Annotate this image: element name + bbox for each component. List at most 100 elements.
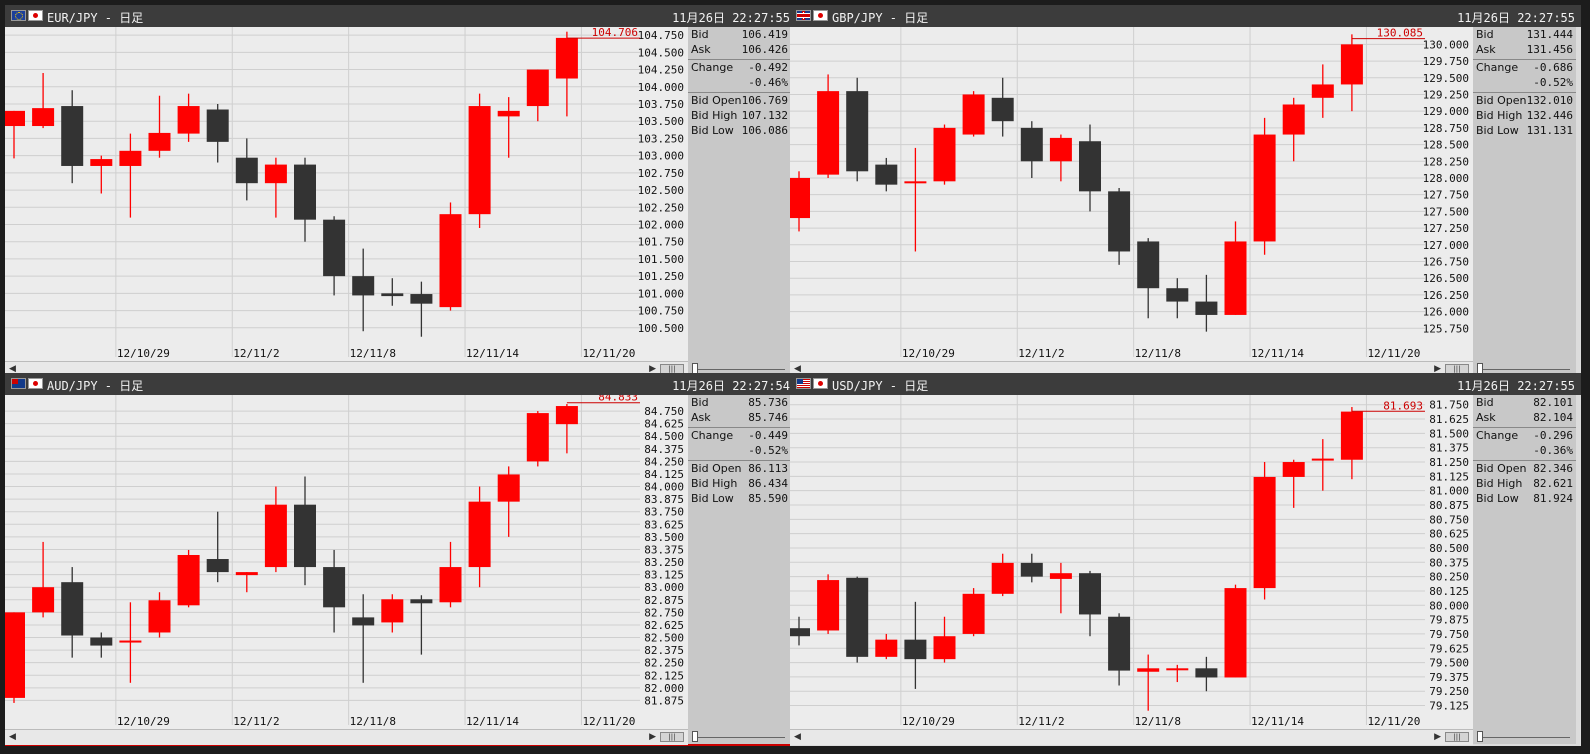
candle[interactable] [119, 602, 142, 683]
horizontal-scrollbar[interactable]: ◀ ▶ ||| [790, 729, 1473, 745]
scroll-right-arrow-icon[interactable]: ▶ [649, 364, 656, 374]
candle[interactable] [323, 549, 346, 633]
candlestick-chart[interactable]: 130.000 129.750 129.500 129.250 129.000 128.7… [790, 27, 1473, 361]
candle[interactable] [61, 567, 84, 658]
candle[interactable] [1340, 407, 1363, 480]
candle[interactable] [148, 95, 171, 158]
scroll-left-arrow-icon[interactable]: ◀ [9, 732, 16, 742]
candle[interactable] [206, 103, 229, 163]
chart-panel-aud[interactable]: AUD/JPY - 日足 11月26日 22:27:54 84.750 84.62… [5, 373, 796, 746]
candle[interactable] [5, 612, 25, 703]
candle[interactable] [1079, 124, 1101, 212]
scroll-right-arrow-icon[interactable]: ▶ [649, 732, 656, 742]
candle[interactable] [1108, 613, 1131, 686]
candle[interactable] [526, 69, 549, 122]
zoom-slider-handle[interactable] [1477, 731, 1483, 742]
panel-titlebar[interactable]: AUD/JPY - 日足 11月26日 22:27:54 [5, 373, 796, 395]
candle[interactable] [1253, 117, 1276, 255]
candle[interactable] [526, 411, 549, 467]
panel-titlebar[interactable]: GBP/JPY - 日足 11月26日 22:27:55 [790, 5, 1581, 27]
candle[interactable] [1311, 439, 1334, 491]
candle[interactable] [32, 73, 55, 129]
scroll-right-arrow-icon[interactable]: ▶ [1434, 732, 1441, 742]
candle[interactable] [1166, 278, 1189, 319]
zoom-control[interactable] [688, 729, 791, 744]
candle[interactable] [206, 511, 229, 583]
candle[interactable] [119, 133, 142, 218]
candle[interactable] [352, 594, 375, 683]
candle[interactable] [555, 404, 578, 454]
candle[interactable] [32, 541, 55, 618]
horizontal-scrollbar[interactable]: ◀ ▶ ||| [5, 729, 688, 745]
chart-panel-eur[interactable]: EUR/JPY - 日足 11月26日 22:27:55 104.750 104.… [5, 5, 796, 378]
candle[interactable] [933, 616, 956, 663]
candle[interactable] [468, 486, 491, 588]
candle[interactable] [381, 594, 404, 633]
zoom-control[interactable] [1473, 361, 1576, 376]
candle[interactable] [1108, 188, 1131, 265]
candle[interactable] [1224, 584, 1247, 678]
scroll-left-arrow-icon[interactable]: ◀ [794, 732, 801, 742]
zoom-control[interactable] [1473, 729, 1576, 744]
candle[interactable] [323, 216, 346, 296]
panel-titlebar[interactable]: EUR/JPY - 日足 11月26日 22:27:55 [5, 5, 796, 27]
chart-panel-gbp[interactable]: GBP/JPY - 日足 11月26日 22:27:55 130.000 129.… [790, 5, 1581, 378]
candle[interactable] [790, 171, 810, 232]
candle[interactable] [962, 588, 985, 637]
candle[interactable] [235, 572, 258, 593]
candle[interactable] [264, 486, 287, 573]
zoom-slider-handle[interactable] [692, 731, 698, 742]
candle[interactable] [875, 157, 898, 192]
candle[interactable] [148, 592, 171, 638]
candle[interactable] [294, 476, 316, 586]
candle[interactable] [875, 633, 898, 660]
candle[interactable] [1282, 459, 1305, 508]
candle[interactable] [439, 202, 462, 311]
candle[interactable] [1049, 562, 1072, 614]
candle[interactable] [177, 93, 200, 142]
candle[interactable] [264, 157, 287, 218]
candle[interactable] [991, 77, 1014, 137]
candle[interactable] [1253, 462, 1276, 600]
candle[interactable] [1195, 656, 1218, 692]
scroll-left-arrow-icon[interactable]: ◀ [794, 364, 801, 374]
candle[interactable] [817, 574, 840, 634]
candle[interactable] [846, 576, 869, 663]
candle[interactable] [555, 31, 578, 117]
candle[interactable] [933, 124, 956, 185]
scroll-thumb[interactable]: ||| [660, 732, 684, 742]
candle[interactable] [294, 157, 316, 242]
candle[interactable] [1049, 134, 1072, 182]
candle[interactable] [439, 541, 462, 608]
candle[interactable] [991, 553, 1014, 597]
panel-titlebar[interactable]: USD/JPY - 日足 11月26日 22:27:55 [790, 373, 1581, 395]
candle[interactable] [497, 466, 520, 537]
candle[interactable] [235, 138, 258, 201]
candle[interactable] [1079, 570, 1101, 637]
candle[interactable] [817, 74, 840, 178]
scroll-right-arrow-icon[interactable]: ▶ [1434, 364, 1441, 374]
candle[interactable] [846, 77, 869, 182]
chart-panel-usd[interactable]: USD/JPY - 日足 11月26日 22:27:55 81.750 81.62… [790, 373, 1581, 746]
candle[interactable] [1340, 34, 1363, 112]
zoom-control[interactable] [688, 361, 791, 376]
candle[interactable] [5, 110, 25, 159]
candle[interactable] [90, 155, 113, 194]
candle[interactable] [1137, 654, 1160, 711]
candle[interactable] [790, 616, 810, 646]
candle[interactable] [1020, 121, 1043, 178]
candle[interactable] [904, 147, 927, 252]
candlestick-chart[interactable]: 84.75084.62584.50084.37584.25084.12584.0… [5, 395, 688, 729]
candle[interactable] [352, 248, 375, 332]
candlestick-chart[interactable]: 104.750 104.500 104.250 104.000 103.750 103.5… [5, 27, 688, 361]
candle[interactable] [61, 90, 84, 184]
candle[interactable] [1020, 553, 1043, 583]
candle[interactable] [1137, 238, 1160, 319]
candle[interactable] [1166, 664, 1189, 683]
candle[interactable] [90, 632, 113, 658]
candle[interactable] [381, 278, 404, 306]
candle[interactable] [1195, 274, 1218, 332]
candle[interactable] [468, 93, 491, 228]
scroll-thumb[interactable]: ||| [1445, 732, 1469, 742]
